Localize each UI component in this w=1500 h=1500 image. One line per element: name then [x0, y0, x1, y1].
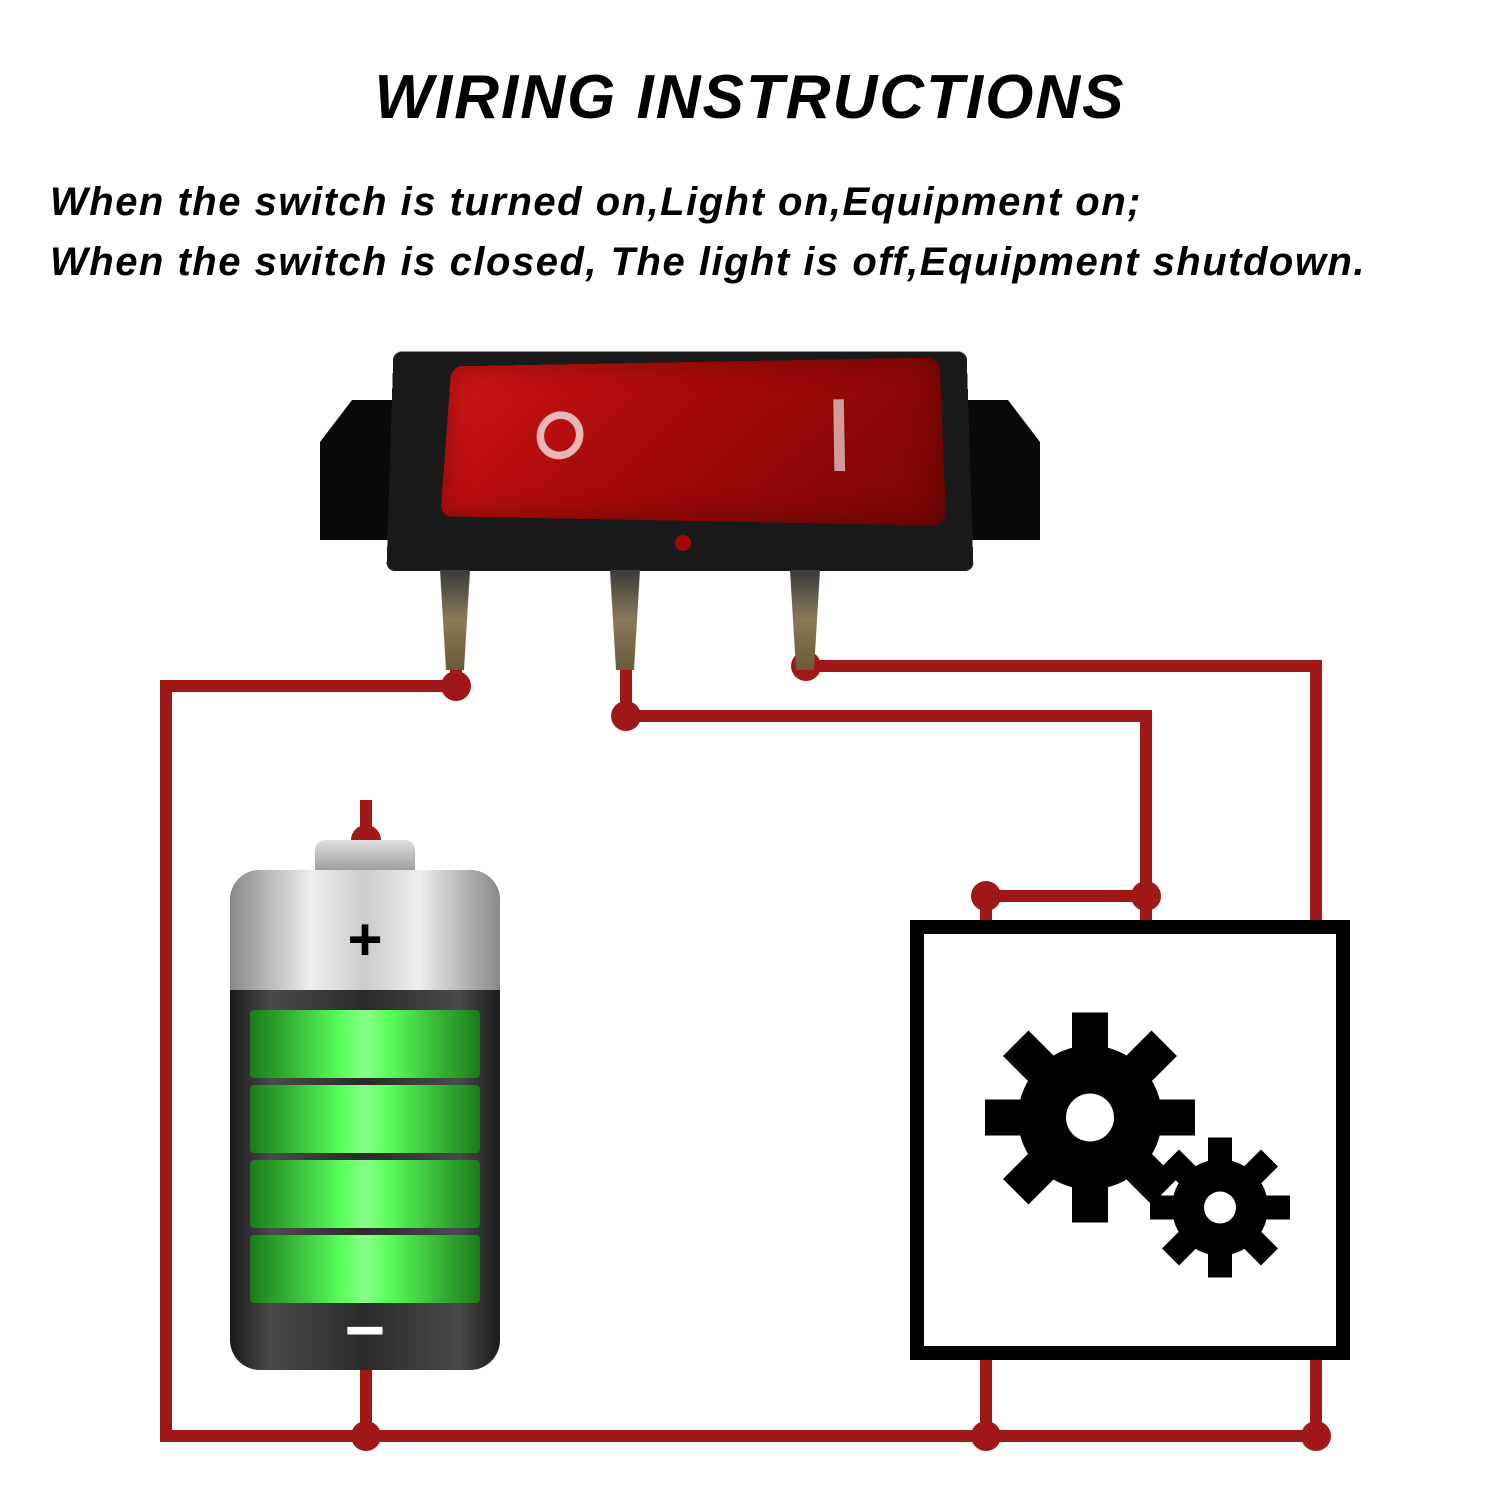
switch-indicator	[675, 535, 691, 551]
wire-left-vertical	[160, 680, 172, 1440]
battery-segment-0	[250, 1010, 480, 1078]
switch-terminal-1	[440, 570, 470, 670]
connection-node-1	[611, 701, 641, 731]
switch-terminal-3	[790, 570, 820, 670]
switch-clip-right	[960, 400, 1040, 540]
gears-icon	[960, 988, 1300, 1293]
wire-equip-top-h	[980, 890, 1150, 902]
switch-terminal-2	[610, 570, 640, 670]
battery-plus-icon: +	[347, 905, 382, 974]
connection-node-6	[1301, 1421, 1331, 1451]
off-mark-icon	[535, 411, 584, 459]
on-mark-icon	[833, 399, 845, 471]
wire-mid-h	[620, 710, 1150, 722]
battery: + −	[230, 870, 500, 1370]
battery-minus-icon: −	[345, 1290, 386, 1370]
wiring-diagram: + −	[100, 360, 1400, 1460]
rocker-switch	[320, 330, 1040, 700]
connection-node-8	[971, 881, 1001, 911]
description-line2: When the switch is closed, The light is …	[50, 240, 1366, 285]
battery-segment-2	[250, 1160, 480, 1228]
connection-node-4	[351, 1421, 381, 1451]
connection-node-7	[971, 1421, 1001, 1451]
battery-segment-1	[250, 1085, 480, 1153]
wire-bottom-h	[160, 1430, 1320, 1442]
battery-body: + −	[230, 870, 500, 1370]
switch-rocker	[440, 358, 946, 526]
description-line1: When the switch is turned on,Light on,Eq…	[50, 180, 1142, 225]
equipment-box	[910, 920, 1350, 1360]
connection-node-5	[1131, 881, 1161, 911]
page-title: WIRING INSTRUCTIONS	[0, 62, 1500, 133]
